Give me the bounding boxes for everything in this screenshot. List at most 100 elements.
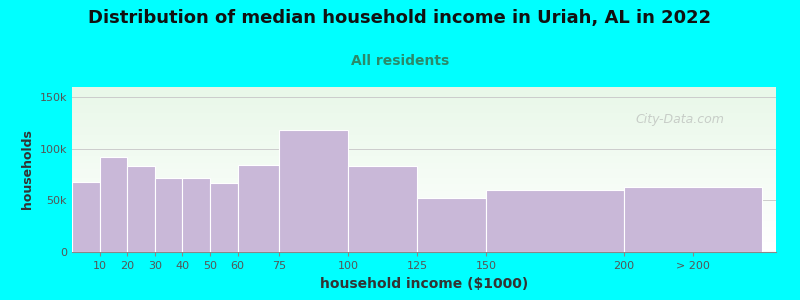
Bar <box>72 242 776 244</box>
Text: All residents: All residents <box>351 54 449 68</box>
Bar <box>348 167 417 252</box>
Bar <box>72 250 776 252</box>
Bar <box>72 97 776 98</box>
Bar <box>72 125 776 127</box>
Bar <box>72 194 776 196</box>
Bar <box>72 131 776 133</box>
Bar <box>72 95 776 97</box>
Bar <box>72 133 776 135</box>
Bar <box>72 105 776 107</box>
Bar <box>72 168 776 169</box>
Bar <box>72 150 776 151</box>
Bar <box>72 164 776 166</box>
Bar <box>72 160 776 161</box>
Bar <box>72 151 776 153</box>
Bar <box>72 140 776 141</box>
Bar <box>182 178 210 252</box>
Bar <box>72 108 776 110</box>
Bar <box>72 123 776 125</box>
Bar <box>72 241 776 242</box>
Bar <box>127 167 155 252</box>
Bar <box>72 120 776 122</box>
Bar <box>72 206 776 208</box>
Bar <box>72 226 776 227</box>
Bar <box>72 166 776 168</box>
Bar <box>72 201 776 203</box>
Bar <box>72 184 776 186</box>
Bar <box>72 236 776 237</box>
Bar <box>72 122 776 123</box>
Bar <box>72 158 776 160</box>
Text: Distribution of median household income in Uriah, AL in 2022: Distribution of median household income … <box>89 9 711 27</box>
Bar <box>100 157 127 252</box>
Bar <box>72 88 776 90</box>
Bar <box>72 128 776 130</box>
Bar <box>72 113 776 115</box>
Bar <box>155 178 182 252</box>
Bar <box>72 237 776 239</box>
Bar <box>72 214 776 216</box>
Bar <box>72 92 776 94</box>
Bar <box>72 239 776 241</box>
Bar <box>72 183 776 184</box>
Bar <box>210 183 238 252</box>
Bar <box>72 87 776 88</box>
Bar <box>72 98 776 100</box>
Bar <box>72 110 776 112</box>
Text: City-Data.com: City-Data.com <box>635 113 724 127</box>
Bar <box>72 197 776 199</box>
Bar <box>72 148 776 150</box>
Bar <box>72 173 776 174</box>
Bar <box>486 190 624 252</box>
Bar <box>72 136 776 138</box>
Bar <box>72 112 776 113</box>
Bar <box>72 163 776 164</box>
Bar <box>72 222 776 224</box>
Bar <box>417 198 486 252</box>
Bar <box>72 130 776 131</box>
Bar <box>72 212 776 214</box>
Bar <box>72 146 776 148</box>
Bar <box>72 216 776 217</box>
Bar <box>72 189 776 191</box>
Bar <box>72 209 776 211</box>
Bar <box>72 176 776 178</box>
Bar <box>72 249 776 250</box>
Bar <box>72 174 776 176</box>
Bar <box>72 245 776 247</box>
X-axis label: household income ($1000): household income ($1000) <box>320 277 528 291</box>
Bar <box>72 135 776 137</box>
Bar <box>72 182 100 252</box>
Y-axis label: households: households <box>21 130 34 209</box>
Bar <box>72 234 776 236</box>
Bar <box>72 102 776 103</box>
Bar <box>72 107 776 108</box>
Bar <box>72 171 776 173</box>
Bar <box>72 156 776 158</box>
Bar <box>72 178 776 179</box>
Bar <box>72 232 776 234</box>
Bar <box>72 224 776 226</box>
Bar <box>72 94 776 95</box>
Bar <box>72 196 776 197</box>
Bar <box>72 199 776 201</box>
Bar <box>624 187 762 252</box>
Bar <box>72 103 776 105</box>
Bar <box>72 217 776 219</box>
Bar <box>72 127 776 128</box>
Bar <box>72 100 776 102</box>
Bar <box>72 143 776 145</box>
Bar <box>72 191 776 193</box>
Bar <box>72 90 776 92</box>
Bar <box>72 227 776 229</box>
Bar <box>72 145 776 146</box>
Bar <box>72 118 776 120</box>
Bar <box>72 188 776 189</box>
Bar <box>72 244 776 245</box>
Bar <box>238 165 279 252</box>
Bar <box>72 154 776 156</box>
Bar <box>72 161 776 163</box>
Bar <box>72 115 776 117</box>
Bar <box>72 153 776 154</box>
Bar <box>72 211 776 212</box>
